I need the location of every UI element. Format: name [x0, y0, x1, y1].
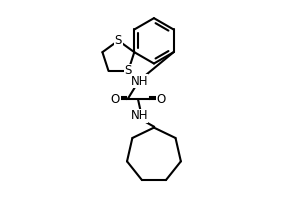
- Text: NH: NH: [130, 109, 148, 122]
- Text: NH: NH: [130, 75, 148, 88]
- Text: O: O: [156, 93, 166, 106]
- Text: S: S: [124, 64, 132, 77]
- Text: S: S: [115, 34, 122, 47]
- Text: O: O: [111, 93, 120, 106]
